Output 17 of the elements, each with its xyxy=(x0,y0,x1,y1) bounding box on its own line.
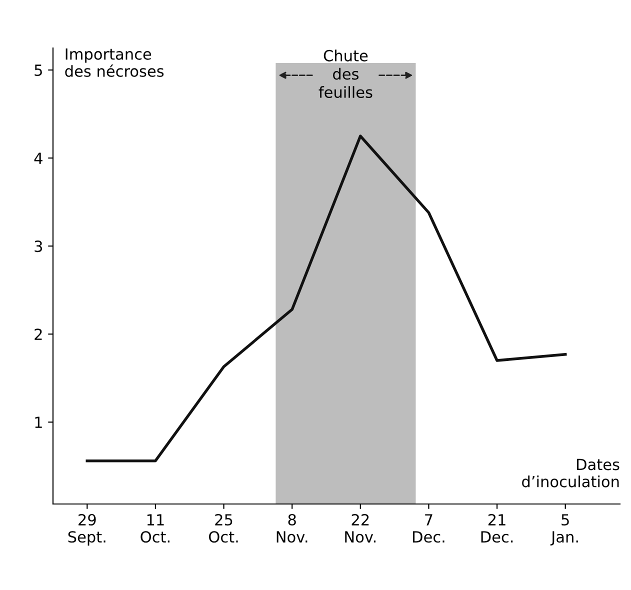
x-axis-title: Dates d’inoculation xyxy=(522,458,620,488)
x-tick-label: 29 Sept. xyxy=(68,514,106,546)
x-tick-label: 7 Dec. xyxy=(413,514,444,543)
y-tick-label: 3 xyxy=(34,240,42,252)
y-tick-label: 2 xyxy=(34,328,42,340)
y-tick-label: 1 xyxy=(35,416,42,428)
x-tick-label: 21 Dec. xyxy=(481,514,513,543)
x-tick-label: 8 Nov. xyxy=(276,514,308,543)
x-tick-label: 25 Oct. xyxy=(209,514,238,543)
y-tick-label: 4 xyxy=(34,152,42,164)
line-series xyxy=(86,134,567,462)
x-tick-label: 11 Oct. xyxy=(140,514,170,543)
y-axis-title: Importance des nécroses xyxy=(65,48,164,77)
x-tick-label: 5 Jan. xyxy=(550,514,578,546)
annotation: Chute des feuilles xyxy=(318,50,372,98)
y-tick-label: 5 xyxy=(34,64,42,76)
x-tick-label: 22 Nov. xyxy=(345,514,376,543)
